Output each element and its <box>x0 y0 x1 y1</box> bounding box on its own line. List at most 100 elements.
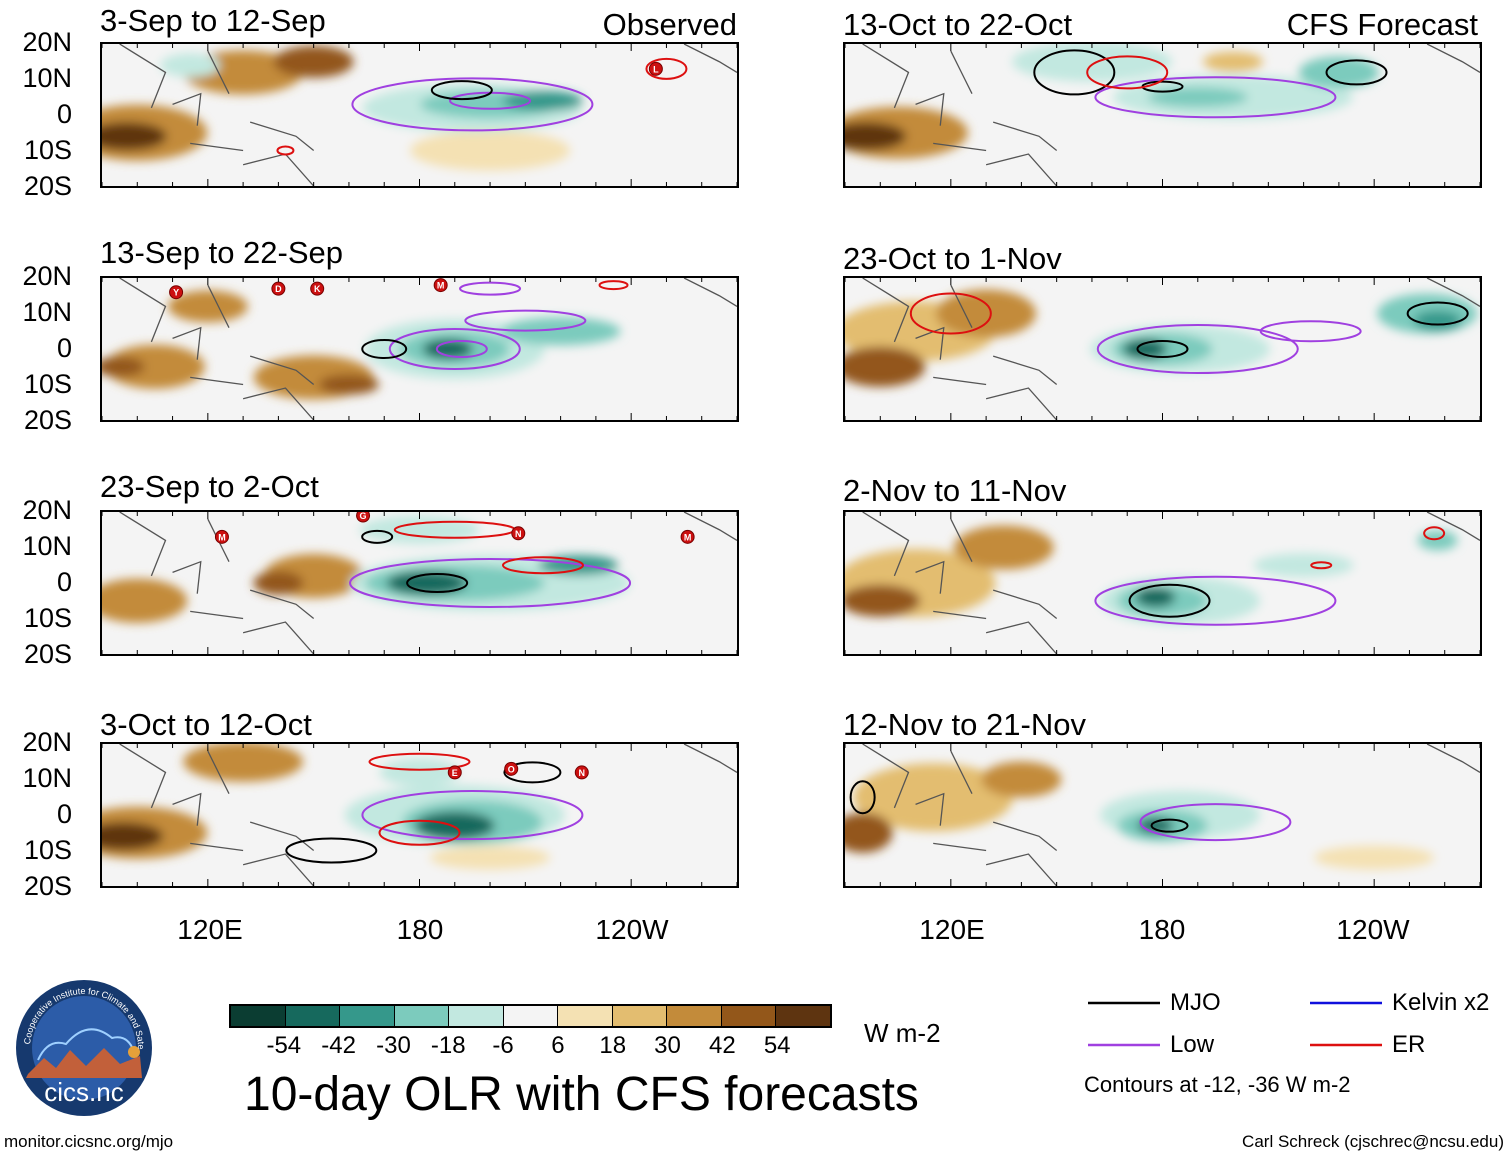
low-contour <box>459 281 522 296</box>
footer-url[interactable]: monitor.cicsnc.org/mjo <box>4 1132 174 1151</box>
low-contour <box>1139 803 1292 842</box>
er-contour <box>1310 561 1333 570</box>
storm-letter: L <box>653 64 659 74</box>
olr-anomaly-blob <box>1314 845 1435 870</box>
lat-label: 10S <box>23 135 72 165</box>
storm-marker <box>680 529 695 544</box>
legend-low-label: Low <box>1170 1031 1215 1058</box>
colorbar-swatch <box>339 1006 394 1026</box>
storm-marker <box>433 278 448 293</box>
low-contour <box>349 558 632 608</box>
coastline <box>862 512 1480 654</box>
units-label: W m-2 <box>864 1018 941 1048</box>
olr-map <box>845 278 1480 420</box>
mjo-contour <box>503 761 562 784</box>
olr-anomaly-blob <box>386 571 467 595</box>
colorbar-label: -42 <box>321 1032 356 1059</box>
colorbar-swatch <box>611 1006 667 1026</box>
olr-anomaly-blob <box>981 761 1062 798</box>
lat-label: 20S <box>23 871 72 901</box>
coastline <box>119 744 737 886</box>
lat-label: 10S <box>23 369 72 399</box>
legend-er-label: ER <box>1392 1031 1426 1058</box>
storm-marker <box>648 61 663 76</box>
olr-map: L <box>102 44 737 186</box>
mjo-contour <box>1033 49 1116 96</box>
olr-anomaly-blob <box>422 339 473 359</box>
low-contour <box>464 309 587 332</box>
er-contour <box>1086 55 1169 90</box>
colorbar-swatch <box>775 1006 831 1026</box>
colorbar <box>229 1004 832 1028</box>
colorbar-label: -6 <box>492 1032 514 1059</box>
olr-anomaly-blob <box>318 374 379 395</box>
er-contour <box>1423 526 1446 541</box>
er-contour <box>598 280 629 291</box>
storm-marker <box>169 285 184 300</box>
lat-label: 20S <box>23 171 72 201</box>
low-contour <box>361 790 584 840</box>
lat-label: 0 <box>56 99 72 129</box>
olr-shading <box>102 515 631 623</box>
olr-anomaly-blob <box>936 289 1037 338</box>
olr-shading <box>102 744 565 870</box>
legend-kelvin <box>1310 992 1390 1014</box>
coastline <box>119 44 737 186</box>
coastline <box>862 278 1480 420</box>
mjo-contour <box>285 837 378 864</box>
footer-author: Carl Schreck (cjschrec@ncsu.edu) <box>1242 1132 1504 1151</box>
olr-anomaly-blob <box>1413 310 1462 331</box>
legend-er <box>1310 1034 1390 1056</box>
lat-label: 10N <box>22 531 72 561</box>
colorbar-label: -54 <box>266 1032 302 1059</box>
olr-anomaly-blob <box>1203 51 1264 72</box>
lat-label: 10N <box>22 763 72 793</box>
legend-low <box>1088 1034 1168 1056</box>
storm-marker <box>271 281 286 296</box>
mjo-contour <box>1128 583 1211 618</box>
lat-label: 0 <box>56 567 72 597</box>
lat-label: 0 <box>56 799 72 829</box>
panel-8-title: 12-Nov to 21-Nov <box>843 707 1086 742</box>
er-contour <box>909 292 992 335</box>
olr-map <box>845 744 1480 886</box>
colorbar-label: 54 <box>763 1032 791 1059</box>
colorbar-label: -30 <box>376 1032 411 1059</box>
olr-anomaly-blob <box>160 53 221 78</box>
colorbar-label: 18 <box>599 1032 627 1059</box>
colorbar-swatch <box>448 1006 503 1026</box>
olr-anomaly-blob <box>414 811 495 840</box>
olr-anomaly-blob <box>167 290 248 323</box>
storm-letter: D <box>275 284 282 294</box>
storm-marker <box>574 765 589 780</box>
lat-label: 0 <box>56 333 72 363</box>
low-contour <box>1094 76 1337 119</box>
forecast-label: CFS Forecast <box>1286 7 1478 42</box>
colorbar-label: 30 <box>654 1032 681 1059</box>
panel-6-title: 23-Oct to 1-Nov <box>843 241 1062 276</box>
storm-letter: M <box>684 532 692 542</box>
olr-shading <box>845 761 1435 870</box>
olr-anomaly-blob <box>1417 530 1458 551</box>
colorbar-swatch <box>720 1006 776 1026</box>
panel-7-title: 2-Nov to 11-Nov <box>843 473 1067 508</box>
olr-map <box>845 44 1480 186</box>
lat-label: 20N <box>22 261 72 291</box>
olr-anomaly-blob <box>104 344 205 389</box>
lat-label: 20N <box>22 27 72 57</box>
mjo-contour <box>361 339 408 359</box>
storm-letter: N <box>515 529 522 539</box>
mjo-contour <box>1325 59 1388 86</box>
storm-letter: M <box>437 281 445 291</box>
lon-label-180: 180 <box>396 914 444 945</box>
colorbar-swatch <box>557 1006 612 1026</box>
olr-anomaly-blob <box>500 317 621 346</box>
storm-letter: E <box>452 768 458 778</box>
map-panel-5 <box>843 42 1482 188</box>
logo-text: cics.nc <box>44 1077 123 1107</box>
olr-anomaly-blob <box>102 578 188 623</box>
legend-mjo-label: MJO <box>1170 989 1221 1016</box>
low-contour <box>1096 324 1299 374</box>
